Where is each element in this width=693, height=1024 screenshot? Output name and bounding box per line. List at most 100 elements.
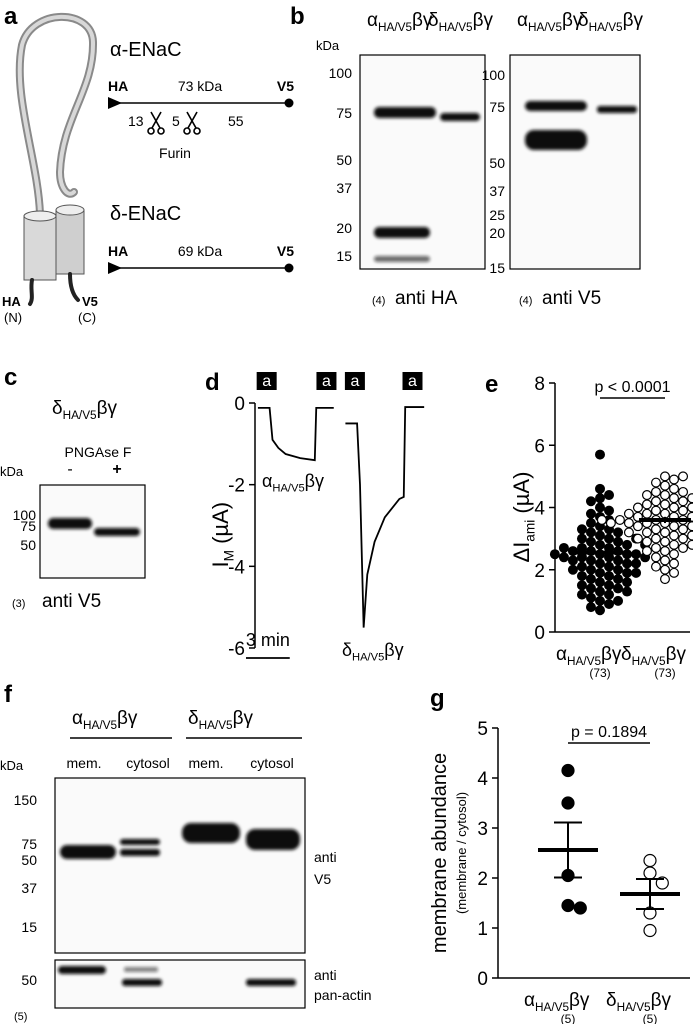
- y-tick-label: 4: [477, 769, 488, 790]
- x-tick-label: δHA/V5βγ: [606, 990, 672, 1014]
- subscript-label: δHA/V5βγ: [52, 398, 118, 422]
- subscript: HA/V5: [378, 21, 412, 34]
- y-tick-label: 4: [534, 499, 545, 520]
- sample-size: (5): [561, 1012, 576, 1024]
- data-point: [659, 536, 670, 547]
- subscript: HA/V5: [589, 21, 623, 34]
- label-part: βγ: [569, 990, 590, 1011]
- tag: HA: [108, 78, 128, 94]
- data-point: [585, 592, 596, 603]
- data-point: [669, 567, 680, 578]
- data-point: [573, 901, 587, 915]
- label-part: βγ: [562, 10, 583, 31]
- data-point: [650, 505, 661, 516]
- amiloride-box: [316, 372, 337, 390]
- subscript-label: δHA/V5βγ: [428, 10, 494, 34]
- data-point: [614, 514, 625, 525]
- data-point: [669, 474, 680, 485]
- protein-end: [284, 98, 294, 108]
- y-axis-label: IM (µA): [208, 502, 237, 568]
- data-point: [622, 586, 633, 597]
- y-tick-label: 0: [534, 623, 545, 644]
- panel-label: e: [485, 371, 498, 398]
- panel-label: c: [4, 364, 17, 391]
- data-point: [594, 539, 605, 550]
- marker-label: 100: [13, 507, 37, 523]
- data-point: [613, 583, 624, 594]
- data-point: [632, 533, 643, 544]
- data-point: [576, 570, 587, 581]
- data-point: [594, 502, 605, 513]
- data-point: [558, 552, 569, 563]
- blot: [39, 484, 146, 579]
- data-point: [659, 471, 670, 482]
- marker-label: 100: [329, 65, 353, 81]
- data-point: [650, 486, 661, 497]
- trace-label: δHA/V5βγ: [342, 640, 404, 664]
- data-point: [678, 496, 689, 507]
- data-point: [585, 496, 596, 507]
- label-part: δ: [621, 644, 632, 665]
- subscript: HA/V5: [272, 483, 304, 495]
- data-point: [594, 449, 605, 460]
- data-point: [632, 502, 643, 513]
- label-part: δ: [52, 398, 63, 419]
- data-point: [650, 552, 661, 563]
- data-point: [659, 499, 670, 510]
- data-point: [604, 505, 615, 516]
- antibody: anti V5: [42, 591, 101, 612]
- data-point: [641, 490, 652, 501]
- data-point: [678, 533, 689, 544]
- band: [246, 829, 300, 850]
- x-tick-label: δHA/V5βγ: [621, 644, 687, 668]
- data-point: [604, 589, 615, 600]
- marker-label: 20: [336, 220, 352, 236]
- marker-label: 50: [20, 537, 36, 553]
- replicates: (4): [372, 295, 385, 307]
- lane-label: mem.: [189, 755, 224, 771]
- band: [525, 101, 587, 111]
- label-part: α: [517, 10, 528, 31]
- data-point: [669, 549, 680, 560]
- subscript: HA/V5: [83, 719, 117, 732]
- antibody: V5: [314, 871, 331, 887]
- data-point: [585, 564, 596, 575]
- subscript: ami: [523, 520, 538, 542]
- data-point: [623, 527, 634, 538]
- transmembrane-2-top: [55, 204, 85, 216]
- trace-label: αHA/V5βγ: [262, 471, 324, 495]
- data-point: [613, 555, 624, 566]
- data-point: [641, 536, 652, 547]
- band: [246, 979, 296, 986]
- data-point: [585, 602, 596, 613]
- data-point: [622, 567, 633, 578]
- label-part: βγ: [601, 644, 622, 665]
- marker-label: 15: [489, 260, 505, 276]
- y-tick-label: 8: [534, 374, 545, 395]
- band: [374, 107, 436, 118]
- y-tick-label: 2: [477, 869, 488, 890]
- termini: [28, 272, 80, 306]
- subscript-label: αHA/V5βγ: [517, 10, 583, 34]
- data-point: [613, 536, 624, 547]
- replicates: (3): [12, 598, 25, 610]
- data-point: [641, 546, 652, 557]
- y-axis-label: (membrane / cytosol): [454, 792, 469, 914]
- y-axis-label: membrane abundance: [429, 753, 451, 953]
- marker-label: 75: [21, 836, 37, 852]
- amiloride-box: [344, 372, 365, 390]
- panel-label: b: [290, 3, 305, 30]
- data-point: [558, 542, 569, 553]
- data-point: [650, 542, 661, 553]
- label-part: α: [72, 708, 83, 729]
- amiloride-label: a: [408, 373, 417, 390]
- data-point: [623, 508, 634, 519]
- data-point: [650, 496, 661, 507]
- data-point: [604, 490, 615, 501]
- data-point: [605, 518, 616, 529]
- data-point: [594, 483, 605, 494]
- data-point: [659, 555, 670, 566]
- fragment-size: 55: [228, 113, 244, 129]
- tag: HA: [108, 243, 128, 259]
- marker-label: 15: [336, 248, 352, 264]
